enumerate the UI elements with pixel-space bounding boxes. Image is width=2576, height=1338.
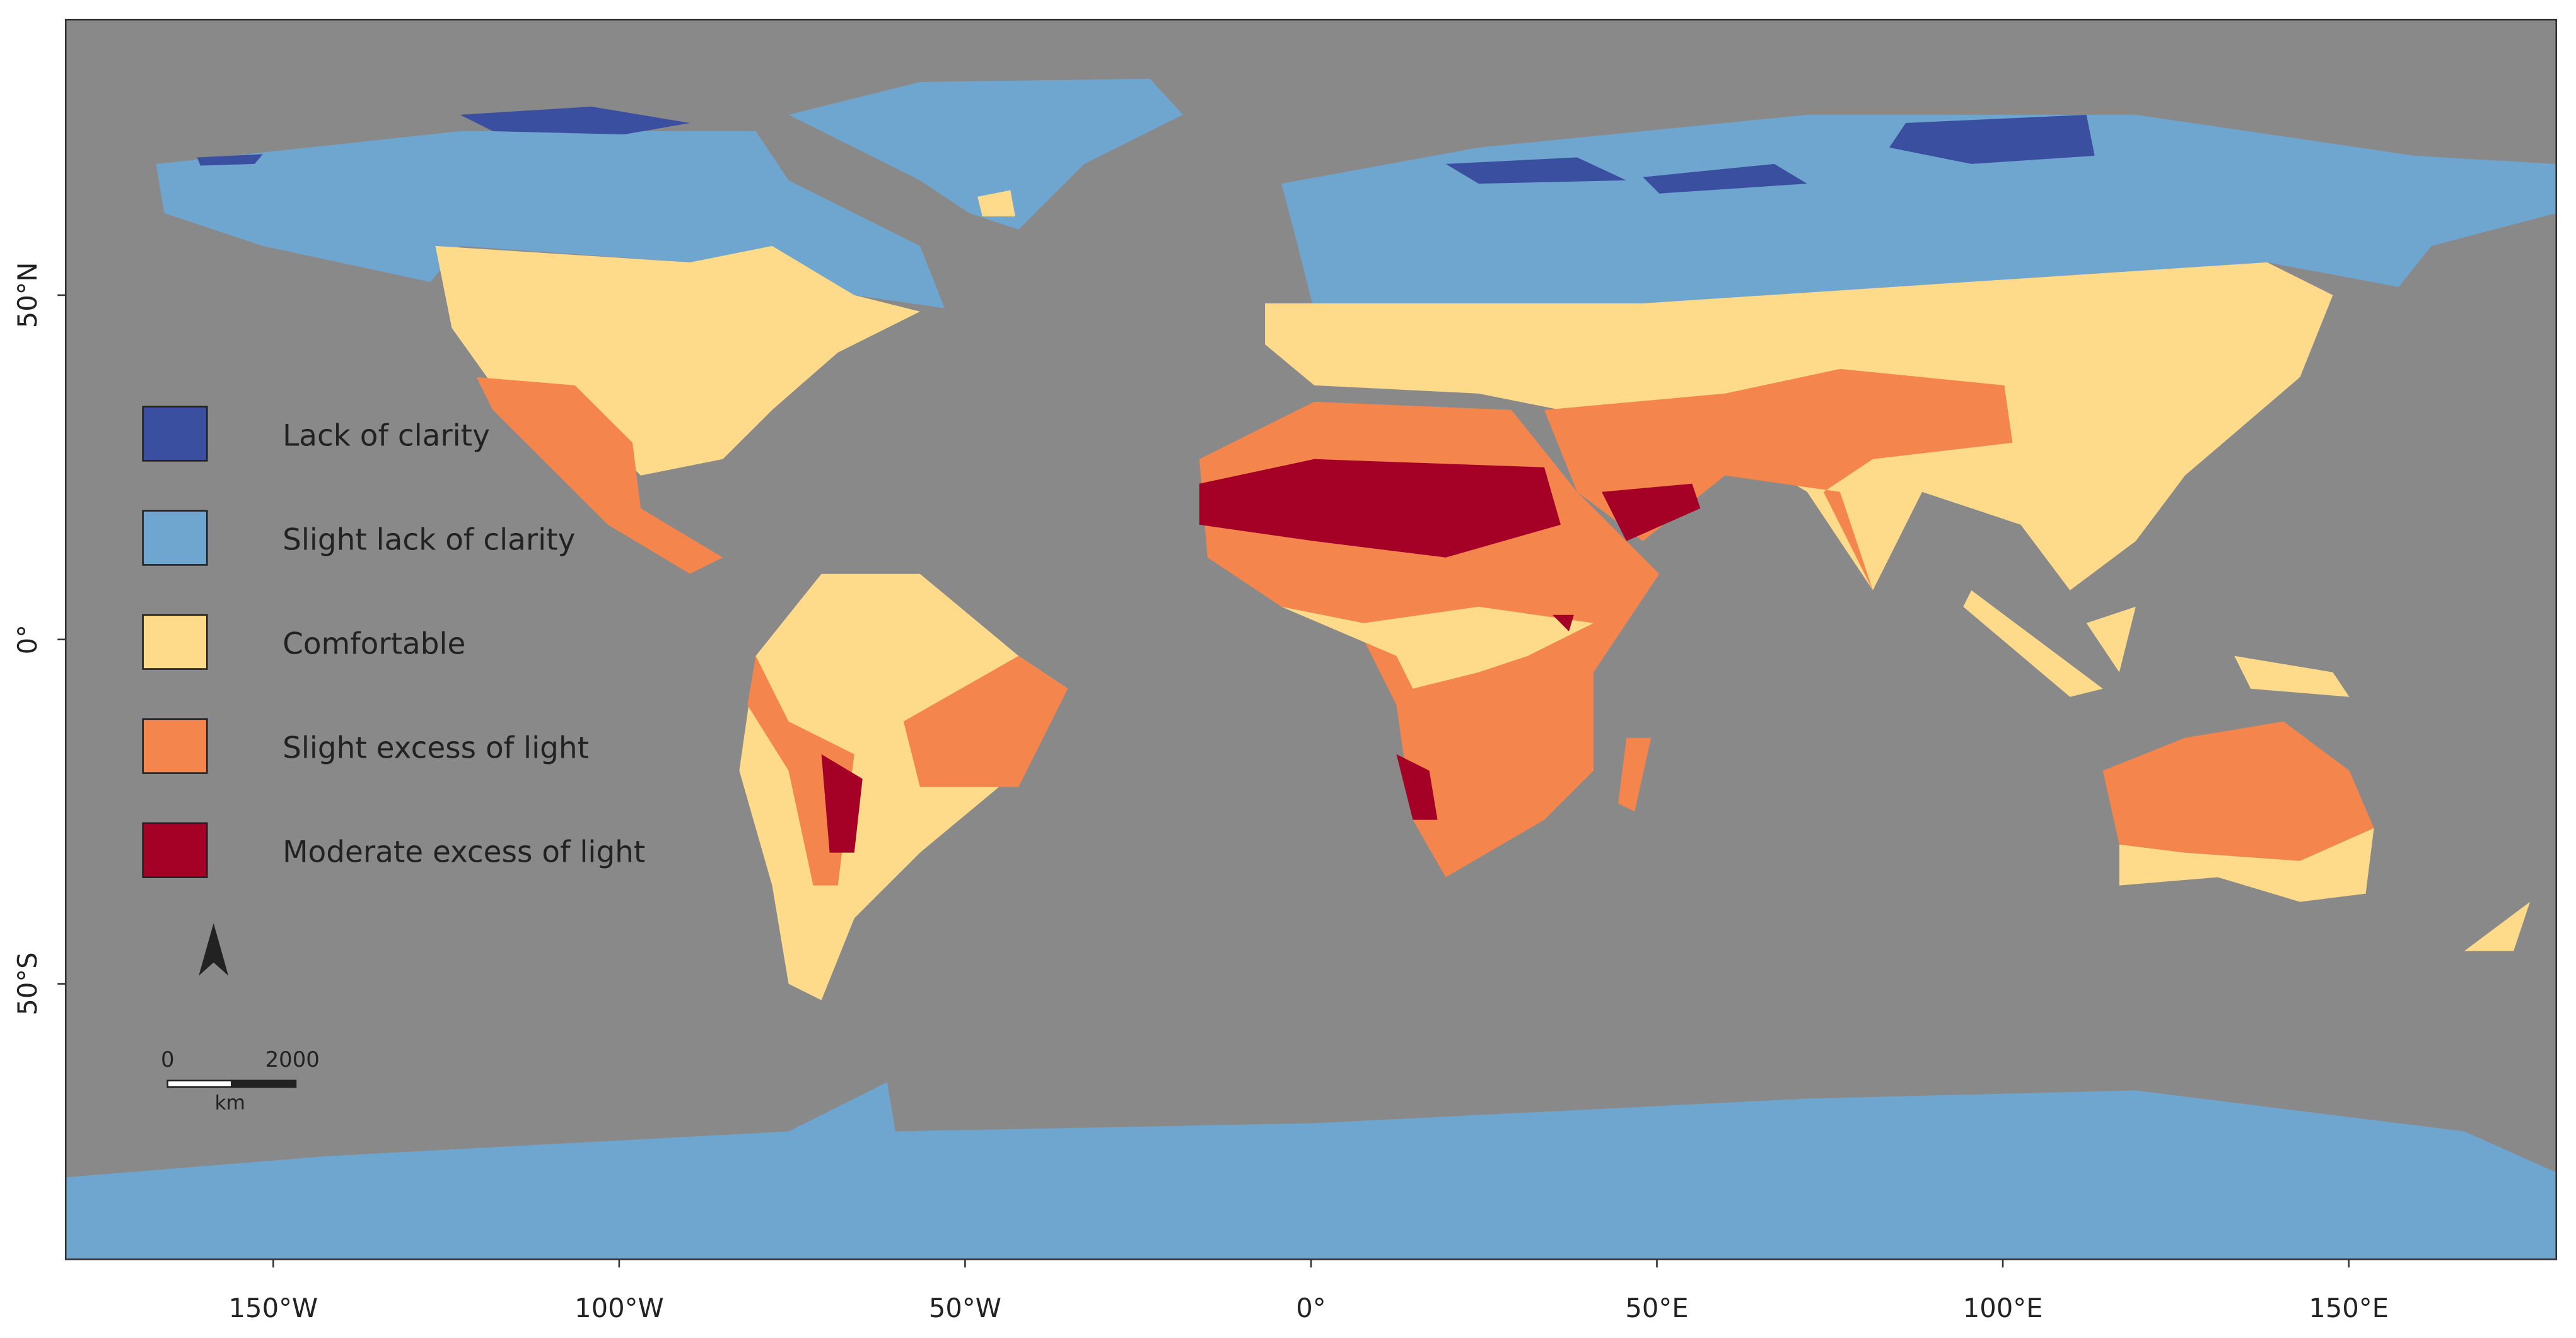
x-tick-label: 50°E <box>1625 1293 1688 1323</box>
legend-label: Comfortable <box>283 628 465 662</box>
scale-bar-light <box>166 1079 233 1088</box>
x-tick-label: 100°W <box>574 1293 664 1323</box>
climate-region <box>1281 114 2556 312</box>
climate-region <box>2102 721 2374 861</box>
scale-unit: km <box>214 1091 245 1114</box>
legend-label: Moderate excess of light <box>283 836 645 870</box>
legend-swatch <box>142 718 208 774</box>
legend-swatch <box>142 614 208 670</box>
climate-region <box>1199 459 1561 558</box>
x-tick-label: 50°W <box>929 1293 1001 1323</box>
climate-region <box>66 1082 2556 1260</box>
x-tick-label: 150°W <box>229 1293 318 1323</box>
climate-region <box>2119 828 2374 902</box>
climate-region <box>1396 614 1574 820</box>
legend: Lack of clarity Slight lack of clarity Com… <box>142 406 645 878</box>
x-tick-label: 0° <box>1296 1293 1326 1323</box>
legend-swatch <box>142 510 208 566</box>
climate-region <box>1618 737 1652 812</box>
climate-region <box>1602 483 1701 541</box>
y-tick-label: 50°S <box>12 953 43 1016</box>
regions <box>66 78 2556 1260</box>
climate-region <box>1281 606 1594 689</box>
legend-label: Slight excess of light <box>283 732 589 766</box>
climate-region <box>476 377 723 574</box>
climate-region <box>788 78 1183 230</box>
north-arrow <box>199 923 229 976</box>
x-tick-label: 150°E <box>2309 1293 2389 1323</box>
climate-region <box>821 754 863 853</box>
legend-label: Slight lack of clarity <box>283 524 575 558</box>
y-tick-label: 50°N <box>12 262 43 328</box>
climate-region <box>435 245 920 476</box>
climate-region <box>1544 368 2013 590</box>
legend-swatch <box>142 822 208 878</box>
climate-region <box>156 131 945 308</box>
scale-bar-dark <box>231 1079 297 1088</box>
climate-region <box>1963 590 2531 951</box>
legend-swatch <box>142 406 208 462</box>
scale-label: 2000 <box>265 1047 320 1072</box>
y-tick-label: 0° <box>12 625 43 654</box>
climate-region <box>977 190 1016 217</box>
scale-label: 0 <box>161 1047 175 1072</box>
x-tick-label: 100°E <box>1963 1293 2043 1323</box>
climate-region <box>903 655 1068 787</box>
legend-label: Lack of clarity <box>283 420 490 454</box>
